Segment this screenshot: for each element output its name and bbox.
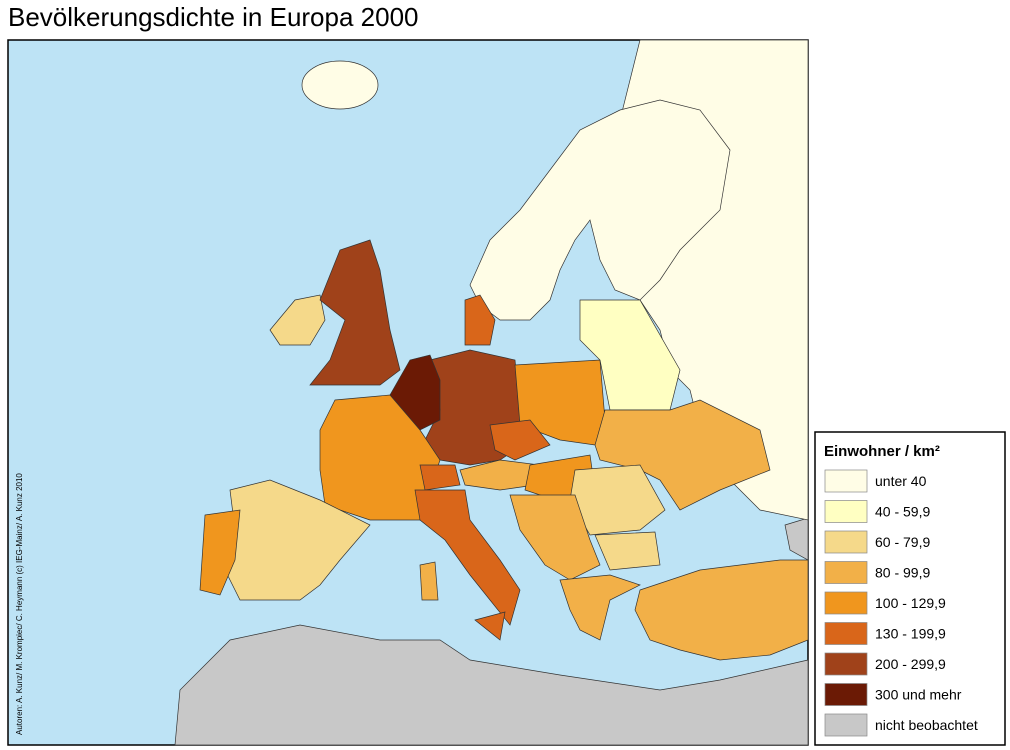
legend-label: 130 - 199,9: [875, 626, 946, 642]
sardinia: [419, 561, 439, 601]
legend: Einwohner / km² unter 40 40 - 59,9 60 - 79…: [814, 431, 1006, 746]
turkey: [634, 559, 809, 661]
denmark: [464, 294, 496, 346]
czechia: [489, 419, 551, 461]
legend-label: 80 - 99,9: [875, 565, 930, 581]
bulgaria: [594, 531, 661, 571]
legend-label: 40 - 59,9: [875, 504, 930, 520]
legend-swatch: [824, 622, 868, 645]
title: Bevölkerungsdichte in Europa 2000: [8, 2, 419, 32]
legend-label: 100 - 129,9: [875, 595, 946, 611]
ireland: [269, 294, 326, 346]
legend-label: 60 - 79,9: [875, 534, 930, 550]
legend-label: nicht beobachtet: [875, 717, 978, 733]
legend-swatch: [824, 652, 868, 676]
credit: Autoren: A. Kunz/ M. Krompiec/ C. Heyman…: [15, 473, 24, 735]
legend-swatch: [824, 591, 868, 615]
iceland: [301, 60, 379, 110]
legend-swatch: [824, 713, 868, 737]
scandinavia: [469, 99, 731, 321]
legend-title: Einwohner / km²: [824, 443, 940, 460]
legend-swatch: [824, 561, 868, 584]
map: Autoren: A. Kunz/ M. Krompiec/ C. Heyman…: [7, 39, 809, 746]
portugal: [199, 509, 241, 596]
ukraine: [594, 399, 771, 511]
switzerland: [419, 464, 461, 491]
italy: [414, 489, 521, 626]
balkans: [509, 494, 601, 581]
sicily: [474, 611, 506, 641]
legend-label: unter 40: [875, 473, 927, 489]
legend-label: 300 und mehr: [875, 687, 962, 703]
legend-swatch: [824, 530, 868, 554]
legend-swatch: [824, 500, 868, 523]
legend-label: 200 - 299,9: [875, 656, 946, 672]
africa: [174, 624, 809, 746]
legend-swatch: [824, 683, 868, 706]
greece: [559, 574, 641, 641]
great-britain: [309, 239, 401, 386]
legend-swatch: [824, 469, 868, 493]
